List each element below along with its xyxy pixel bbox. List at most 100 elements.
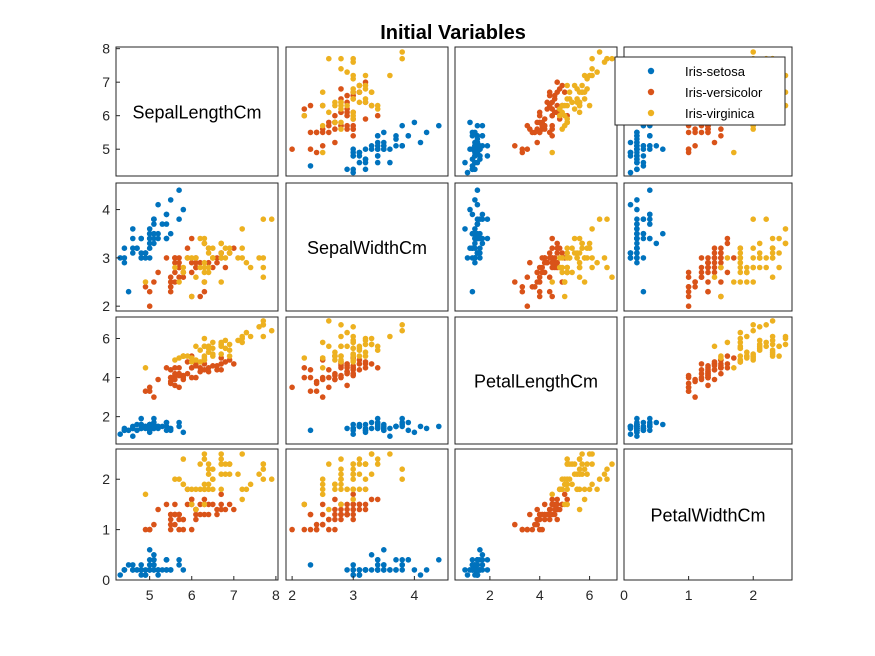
series-iris-setosa: [462, 547, 491, 578]
data-point: [193, 374, 199, 381]
data-point: [368, 567, 375, 573]
data-point: [239, 486, 245, 493]
data-point: [436, 423, 442, 430]
data-point: [556, 486, 563, 493]
data-point: [180, 264, 187, 271]
data-point: [172, 357, 178, 363]
series-iris-setosa: [117, 547, 187, 578]
data-point: [205, 501, 212, 508]
data-point: [698, 374, 705, 381]
data-point: [589, 226, 595, 232]
data-point: [301, 501, 308, 508]
data-point: [536, 288, 543, 295]
data-point: [653, 143, 660, 149]
data-point: [737, 335, 744, 342]
data-point: [210, 245, 216, 251]
data-point: [338, 119, 344, 126]
data-point: [374, 343, 381, 350]
x-tick-label: 2: [288, 587, 296, 603]
data-point: [319, 486, 326, 493]
data-point: [362, 72, 369, 79]
data-point: [350, 370, 357, 377]
data-point: [201, 355, 208, 361]
data-point: [319, 521, 326, 528]
data-point: [326, 119, 332, 126]
data-point: [338, 86, 344, 92]
data-point: [711, 359, 718, 365]
data-point: [711, 343, 718, 350]
data-point: [243, 259, 250, 266]
data-point: [737, 259, 744, 266]
data-point: [350, 339, 357, 346]
data-point: [640, 235, 647, 242]
data-point: [549, 235, 555, 242]
data-point: [579, 461, 585, 467]
data-point: [151, 216, 157, 222]
data-point: [737, 269, 744, 276]
data-point: [546, 129, 553, 136]
data-point: [718, 279, 724, 285]
data-point: [769, 347, 776, 354]
data-point: [338, 102, 344, 109]
data-point: [180, 456, 187, 462]
data-point: [554, 259, 560, 266]
data-point: [197, 359, 203, 365]
data-point: [350, 72, 357, 79]
data-point: [301, 106, 308, 112]
data-point: [172, 376, 178, 383]
data-point: [381, 139, 387, 146]
data-point: [138, 415, 144, 422]
data-point: [243, 329, 250, 336]
data-point: [477, 216, 483, 222]
data-point: [627, 255, 634, 261]
data-point: [201, 456, 208, 462]
data-point: [477, 255, 483, 261]
data-point: [634, 259, 640, 266]
data-point: [546, 92, 553, 99]
data-point: [571, 235, 578, 242]
data-point: [484, 143, 491, 149]
data-point: [350, 425, 357, 432]
data-point: [472, 153, 478, 159]
data-point: [534, 506, 540, 513]
data-point: [218, 461, 224, 467]
data-point: [634, 250, 640, 256]
data-point: [332, 481, 338, 488]
data-point: [604, 476, 610, 483]
data-point: [201, 451, 208, 457]
data-point: [356, 572, 363, 578]
data-point: [399, 421, 406, 428]
data-point: [172, 259, 178, 266]
data-point: [319, 149, 326, 156]
data-point: [653, 419, 660, 426]
data-point: [197, 486, 203, 493]
data-point: [604, 216, 610, 222]
data-point: [737, 279, 744, 285]
data-point: [350, 421, 357, 428]
data-point: [387, 146, 393, 152]
data-point: [362, 341, 369, 348]
data-point: [138, 235, 144, 242]
data-point: [193, 264, 199, 271]
data-point: [151, 235, 157, 242]
data-point: [744, 279, 750, 285]
data-point: [319, 394, 326, 400]
data-point: [172, 370, 178, 377]
data-point: [289, 384, 295, 391]
legend-label: Iris-setosa: [685, 64, 746, 79]
data-point: [698, 370, 705, 377]
data-point: [222, 345, 229, 352]
data-point: [326, 526, 332, 533]
data-point: [744, 349, 750, 356]
data-point: [301, 374, 308, 381]
data-point: [350, 116, 357, 122]
data-point: [362, 421, 369, 428]
series-iris-virginica: [142, 318, 275, 371]
data-point: [138, 567, 144, 573]
data-point: [350, 461, 357, 467]
data-point: [362, 476, 369, 483]
data-point: [205, 264, 212, 271]
data-point: [399, 55, 406, 62]
data-point: [559, 126, 565, 132]
data-point: [561, 89, 568, 95]
